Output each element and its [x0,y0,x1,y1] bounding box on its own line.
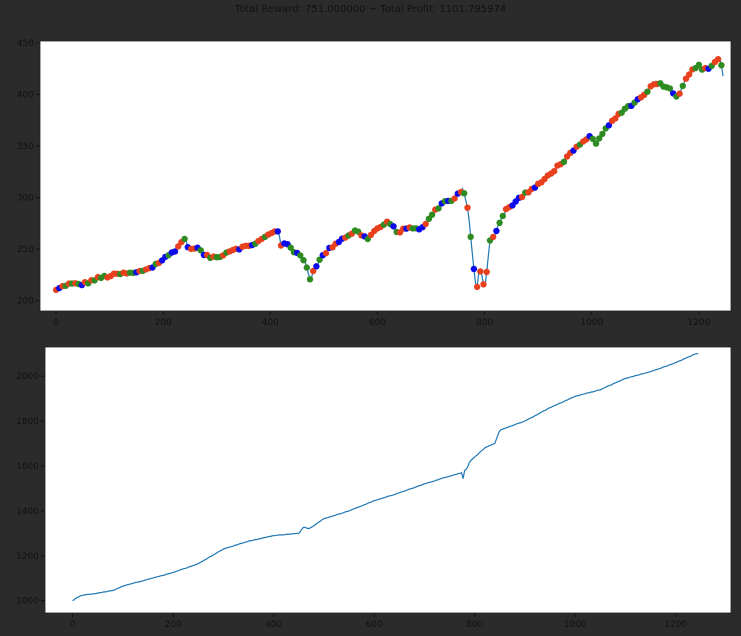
y-tick-label: 1800 [16,417,39,427]
signal-point [300,257,307,264]
x-tick-label: 200 [155,318,172,328]
plot-area [45,347,731,613]
signal-point [493,227,500,235]
signal-point [470,265,478,273]
y-tick-label: 350 [17,142,34,152]
signal-point [316,256,323,263]
signal-point [181,235,188,243]
signal-point [518,193,526,201]
signal-point [467,233,474,240]
signal-point [644,88,651,95]
y-tick-label: 450 [17,39,34,49]
signal-point [422,220,429,228]
signal-point [461,190,468,197]
signal-point [480,281,487,288]
signal-point [451,195,458,202]
signal-point [197,247,204,254]
signal-point [171,248,179,255]
signal-point [274,228,281,235]
signal-point [589,135,596,143]
signal-point [612,115,619,122]
plot-frame [39,40,732,312]
signal-point [666,85,674,92]
y-tick-label: 250 [17,245,34,255]
x-tick-label: 600 [369,318,386,328]
signal-point [473,283,481,291]
signal-point [390,223,397,230]
profit-chart: 0 200 400 600 800 1000 1200 1000 1200 1400 1600 180… [16,346,732,630]
y-tick-label: 1600 [16,462,39,472]
signal-point [605,122,613,129]
x-tick-label: 600 [366,620,383,630]
signal-point [313,263,320,270]
signal-point [551,168,558,175]
signal-point [477,268,484,275]
y-tick-label: 300 [17,194,34,204]
x-tick-label: 800 [466,620,483,630]
x-tick-label: 400 [265,620,282,630]
y-tick-label: 1400 [16,507,39,517]
signal-point [599,130,606,138]
signal-point [303,264,310,271]
signal-point [287,244,294,251]
x-tick-label: 1200 [687,318,710,328]
plot-frame [44,346,732,614]
x-tick-label: 200 [165,620,182,630]
signal-point [435,205,442,212]
figure-title: Total Reward: 751.000000 ~ Total Profit:… [234,4,507,15]
signal-point [718,62,725,69]
x-tick-label: 1000 [580,318,603,328]
x-tick-label: 400 [262,318,279,328]
y-tick-label: 1000 [16,597,39,607]
y-tick-label: 200 [17,297,34,307]
signal-point [560,158,568,165]
signal-point [686,71,693,78]
x-tick-label: 0 [70,620,76,630]
x-tick-label: 1200 [664,620,687,630]
signal-point [490,233,497,241]
signal-point [499,212,506,220]
signal-point [297,252,304,259]
y-tick-label: 2000 [16,372,39,382]
signal-point [428,211,436,218]
y-tick-label: 400 [17,91,34,101]
signal-point [679,82,686,90]
price-chart: 0 200 400 600 800 1000 1200 200 250 300 350 400 450 [17,39,732,328]
signal-point [483,268,490,276]
signal-point [496,219,503,226]
x-tick-label: 0 [53,318,59,328]
x-tick-label: 1000 [564,620,587,630]
signal-point [695,61,703,68]
series-line [72,353,699,602]
signal-point [306,276,314,283]
signal-point [322,249,330,257]
signal-point [464,204,471,211]
signal-point [676,90,683,97]
signal-point [714,56,722,63]
y-tick-label: 1200 [16,552,39,562]
signal-point [592,140,600,147]
x-tick-label: 800 [476,318,493,328]
signal-point [596,135,603,142]
signal-point [310,267,317,275]
